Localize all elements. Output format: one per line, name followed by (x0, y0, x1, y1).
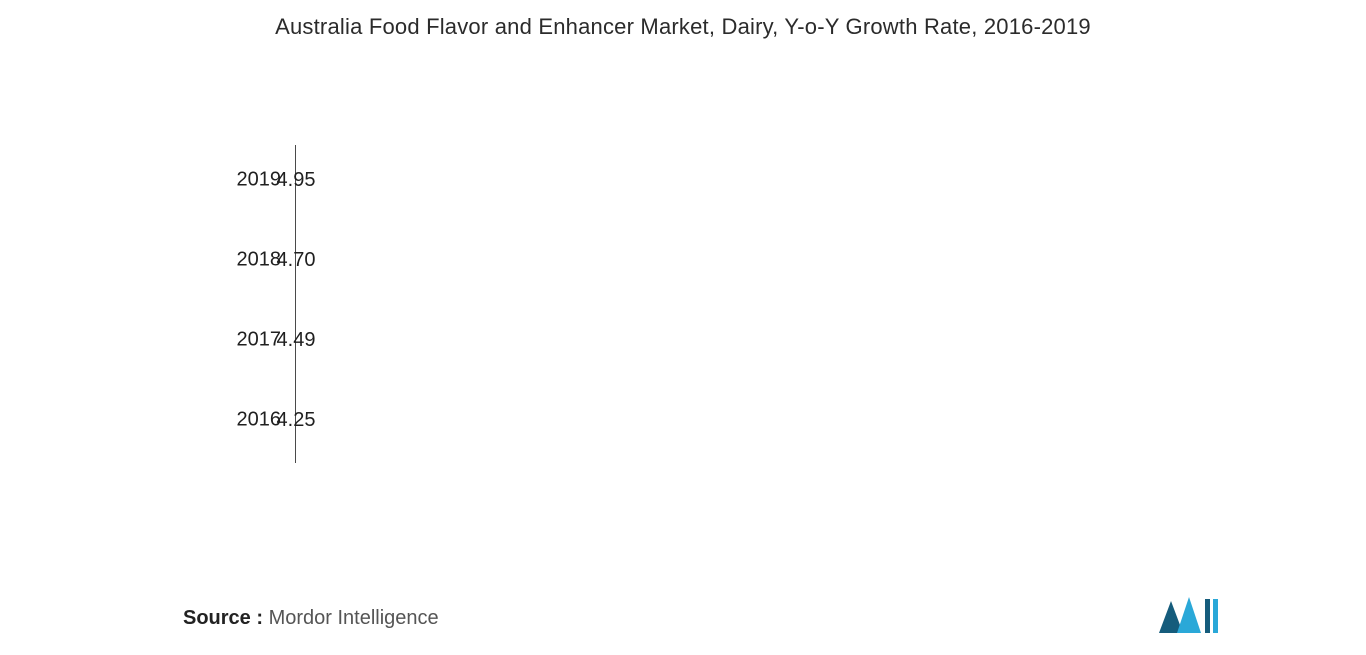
chart-plot-area: 2019 4.95 2018 4.70 2017 4.49 2016 4.25 (295, 145, 1315, 465)
bar-label: 2019 (237, 169, 282, 192)
chart-title: Australia Food Flavor and Enhancer Marke… (0, 0, 1366, 50)
source-name: Mordor Intelligence (269, 607, 439, 629)
bar-label: 2016 (237, 409, 282, 432)
bar-label: 2017 (237, 329, 282, 352)
bar-value: 4.70 (277, 249, 316, 272)
bar-value: 4.25 (277, 409, 316, 432)
source-label: Source : (183, 607, 269, 629)
bar-value: 4.49 (277, 329, 316, 352)
mordor-logo-icon (1157, 593, 1221, 639)
bar-label: 2018 (237, 249, 282, 272)
source-footer: Source : Mordor Intelligence (183, 607, 439, 630)
bar-value: 4.95 (277, 169, 316, 192)
